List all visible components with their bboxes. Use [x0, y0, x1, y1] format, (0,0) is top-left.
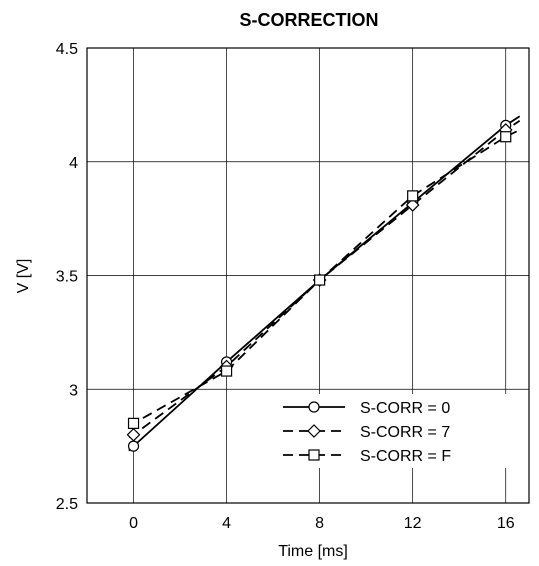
y-tick-label: 2.5: [56, 496, 78, 513]
x-tick-label: 16: [497, 515, 515, 532]
circle-marker: [308, 401, 320, 413]
square-marker: [220, 365, 233, 377]
x-tick-label: 0: [129, 515, 138, 532]
square-marker: [308, 449, 320, 461]
y-tick-labels: 2.5 3 3.5 4 4.5: [56, 41, 78, 513]
markers-square: [127, 131, 512, 429]
diamond-marker: [307, 424, 321, 438]
legend: S-CORR = 0 S-CORR = 7 S-CORR = F: [278, 394, 518, 468]
series-layer: [126, 115, 521, 452]
square-marker: [500, 131, 512, 143]
diamond-marker: [405, 198, 420, 212]
chart-title: S-CORRECTION: [240, 10, 379, 30]
y-tick-label: 3.5: [56, 269, 78, 286]
y-tick-label: 4.5: [56, 41, 78, 58]
x-tick-labels: 0 4 8 12 16: [129, 515, 515, 532]
x-tick-label: 12: [404, 515, 422, 532]
x-tick-label: 8: [315, 515, 324, 532]
legend-label: S-CORR = F: [360, 448, 451, 465]
x-tick-label: 4: [222, 515, 231, 532]
legend-label: S-CORR = 7: [360, 424, 450, 441]
square-marker: [407, 190, 419, 202]
plot-frame: [86, 47, 530, 504]
square-marker: [127, 417, 140, 429]
diamond-marker: [126, 427, 141, 442]
y-axis-label: V [V]: [15, 259, 32, 294]
y-tick-label: 4: [69, 155, 78, 172]
y-tick-label: 3: [69, 382, 78, 399]
circle-marker: [127, 440, 140, 452]
x-axis-label: Time [ms]: [278, 543, 348, 560]
square-marker: [314, 274, 326, 286]
legend-label: S-CORR = 0: [360, 400, 450, 417]
